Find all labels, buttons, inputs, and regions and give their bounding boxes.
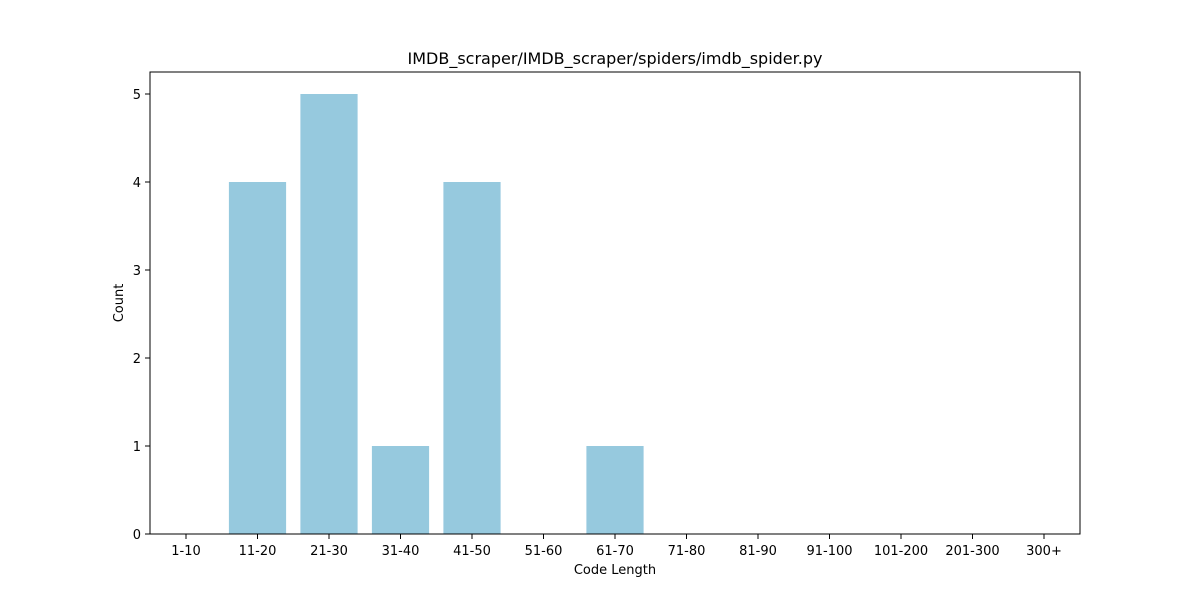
x-tick-label: 101-200 (874, 544, 928, 559)
x-axis-ticks: 1-10 11-20 21-30 31-40 41-50 51-60 61-70 71-80 8… (171, 534, 1062, 559)
bar-41-50 (443, 182, 501, 534)
bar-61-70 (586, 446, 644, 534)
y-tick-label: 4 (133, 176, 141, 191)
bar-21-30 (300, 94, 358, 534)
y-tick-label: 2 (133, 352, 141, 367)
x-tick-label: 61-70 (596, 544, 634, 559)
x-tick-label: 21-30 (310, 544, 348, 559)
y-tick-label: 0 (133, 528, 141, 543)
x-tick-label: 51-60 (525, 544, 563, 559)
y-axis-label: Count (112, 284, 127, 323)
y-tick-label: 5 (133, 88, 141, 103)
x-tick-label: 300+ (1026, 544, 1062, 559)
bars-group (228, 94, 644, 534)
y-tick-label: 3 (133, 264, 141, 279)
y-tick-label: 1 (133, 440, 141, 455)
x-tick-label: 71-80 (668, 544, 706, 559)
x-tick-label: 91-100 (806, 544, 852, 559)
x-tick-label: 31-40 (382, 544, 420, 559)
x-tick-label: 201-300 (945, 544, 999, 559)
x-axis-label: Code Length (574, 563, 656, 578)
chart-title: IMDB_scraper/IMDB_scraper/spiders/imdb_s… (408, 49, 823, 69)
x-tick-label: 81-90 (739, 544, 777, 559)
bar-11-20 (228, 182, 287, 534)
x-tick-label: 11-20 (239, 544, 277, 559)
bar-31-40 (371, 446, 430, 534)
x-tick-label: 41-50 (453, 544, 491, 559)
y-axis-ticks: 0 1 2 3 4 5 (133, 88, 150, 543)
plot-area-frame (149, 71, 1081, 535)
x-tick-label: 1-10 (171, 544, 201, 559)
